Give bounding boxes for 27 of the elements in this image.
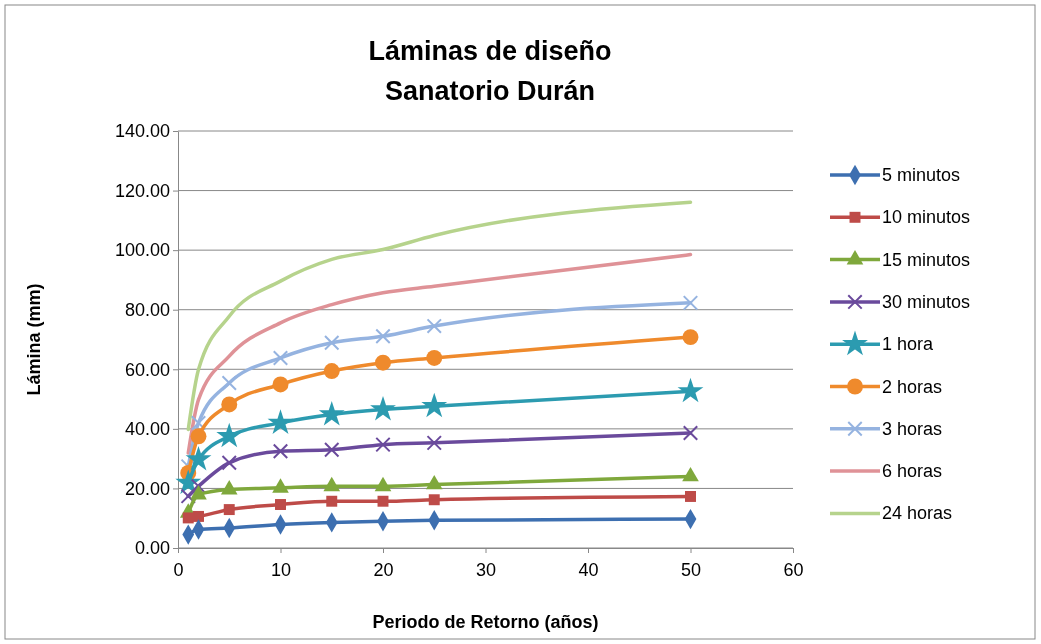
- x-tick-label: 0: [173, 559, 184, 580]
- legend-label: 24 horas: [882, 503, 953, 524]
- x-tick-label: 30: [475, 559, 497, 580]
- y-tick-label: 140.00: [114, 121, 170, 142]
- x-tick-label: 50: [680, 559, 702, 580]
- legend-label: 30 minutos: [882, 291, 971, 312]
- x-tick-label: 60: [783, 559, 804, 580]
- y-tick-label: 80.00: [124, 299, 170, 320]
- x-tick-label: 40: [578, 559, 599, 580]
- legend-label: 10 minutos: [882, 207, 971, 228]
- legend-label: 3 horas: [882, 418, 943, 439]
- legend-label: 1 hora: [882, 334, 935, 355]
- y-tick-label: 40.00: [124, 419, 170, 440]
- y-axis-title: Lámina (mm): [24, 283, 44, 396]
- legend-label: 2 horas: [882, 376, 943, 397]
- y-tick-label: 0.00: [134, 538, 170, 559]
- x-axis-title: Periodo de Retorno (años): [372, 612, 599, 632]
- y-tick-label: 120.00: [114, 180, 170, 201]
- legend-label: 5 minutos: [882, 165, 961, 185]
- y-tick-label: 20.00: [124, 478, 170, 499]
- x-tick-label: 10: [270, 559, 292, 580]
- y-tick-label: 60.00: [124, 359, 170, 380]
- chart-title: Láminas de diseño Sanatorio Durán: [368, 36, 612, 106]
- legend-label: 15 minutos: [882, 249, 971, 270]
- legend-label: 6 horas: [882, 461, 943, 482]
- y-tick-label: 100.00: [114, 240, 170, 261]
- x-tick-label: 20: [373, 559, 394, 580]
